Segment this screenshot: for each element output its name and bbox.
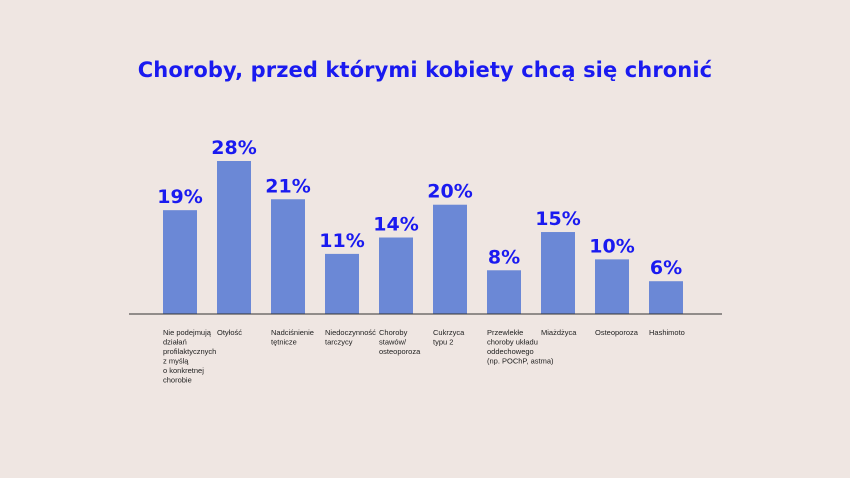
category-label-line: osteoporoza: [379, 347, 421, 356]
value-label-4: 14%: [373, 214, 418, 236]
category-label-line: oddechowego: [487, 347, 534, 356]
category-label-9: Hashimoto: [649, 328, 685, 337]
bar-5: [433, 204, 467, 314]
bar-9: [649, 281, 683, 314]
category-labels-layer: Nie podejmują działań profilaktycznych z my…: [163, 328, 685, 385]
category-label-6: Przewlekłe choroby układu oddechowego (np. …: [487, 328, 554, 366]
category-label-line: stawów/: [379, 338, 407, 347]
category-label-line: profilaktycznych: [163, 347, 216, 356]
value-label-0: 19%: [157, 186, 202, 208]
bar-2: [271, 199, 305, 314]
bar-8: [595, 259, 629, 314]
category-label-3: Niedoczynność tarczycy: [325, 328, 376, 347]
category-label-line: typu 2: [433, 338, 453, 347]
category-label-line: tarczycy: [325, 338, 353, 347]
category-label-5: Cukrzyca typu 2: [433, 328, 465, 347]
value-label-2: 21%: [265, 175, 310, 197]
category-label-line: Nadciśnienie: [271, 328, 314, 337]
category-label-line: choroby układu: [487, 338, 538, 347]
category-label-line: z myślą: [163, 357, 189, 366]
category-label-8: Osteoporoza: [595, 328, 639, 337]
category-label-4: Choroby stawów/osteoporoza: [379, 328, 421, 356]
value-label-7: 15%: [535, 208, 580, 230]
category-label-line: Niedoczynność: [325, 328, 376, 337]
bar-7: [541, 232, 575, 314]
value-label-8: 10%: [589, 235, 634, 257]
category-label-line: Nie podejmują: [163, 328, 212, 337]
bar-1: [217, 161, 251, 314]
category-label-7: Miażdżyca: [541, 328, 577, 337]
category-label-line: chorobie: [163, 376, 192, 385]
value-label-3: 11%: [319, 230, 364, 252]
category-label-2: Nadciśnienie tętnicze: [271, 328, 314, 347]
value-label-6: 8%: [488, 246, 520, 268]
bar-6: [487, 270, 521, 314]
category-label-line: Cukrzyca: [433, 328, 465, 337]
value-labels-layer: 19% 28% 21% 11% 14% 20% 8% 15% 10% 6%: [157, 137, 682, 279]
category-label-line: Choroby: [379, 328, 408, 337]
chart-title: Choroby, przed którymi kobiety chcą się …: [137, 58, 713, 82]
category-label-1: Otyłość: [217, 328, 242, 337]
bar-3: [325, 253, 359, 314]
category-label-line: o konkretnej: [163, 366, 204, 375]
category-label-line: Przewlekłe: [487, 328, 523, 337]
bar-4: [379, 237, 413, 314]
category-label-line: działań: [163, 338, 187, 347]
value-label-1: 28%: [211, 137, 256, 159]
category-label-line: Hashimoto: [649, 328, 685, 337]
category-label-line: Miażdżyca: [541, 328, 577, 337]
category-label-line: Otyłość: [217, 328, 242, 337]
category-label-line: tętnicze: [271, 338, 297, 347]
bar-0: [163, 210, 197, 314]
category-label-0: Nie podejmują działań profilaktycznych z my…: [163, 328, 216, 385]
category-label-line: Osteoporoza: [595, 328, 639, 337]
category-label-line: (np. POChP, astma): [487, 357, 554, 366]
bars-layer: [163, 161, 683, 314]
value-label-5: 20%: [427, 181, 472, 203]
value-label-9: 6%: [650, 257, 682, 279]
